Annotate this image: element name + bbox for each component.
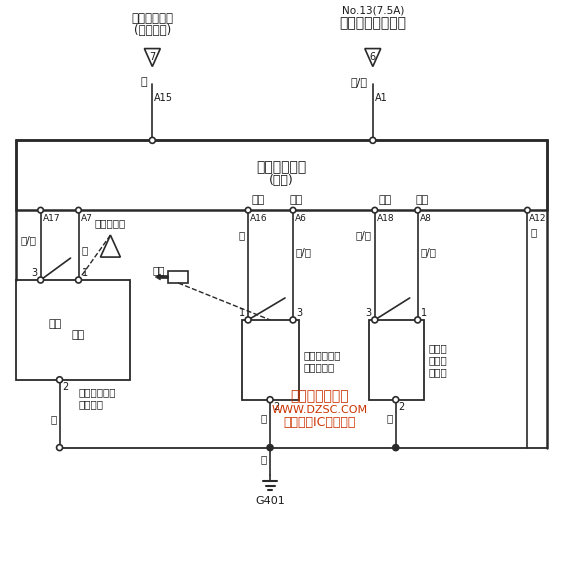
Text: 2: 2 [273, 402, 279, 412]
Bar [168, 271, 188, 283]
Text: 全球最大IC采购网站: 全球最大IC采购网站 [284, 416, 356, 429]
Text: 棕: 棕 [140, 77, 147, 87]
Text: 多路控制装置: 多路控制装置 [257, 160, 307, 174]
Text: 驾驶员: 驾驶员 [429, 343, 447, 353]
Text: 车门锁按钮: 车门锁按钮 [95, 218, 126, 228]
Text: 黑: 黑 [531, 227, 536, 237]
Text: 2: 2 [399, 402, 405, 412]
Text: 按钮开关: 按钮开关 [78, 399, 103, 409]
Text: A16: A16 [250, 214, 268, 223]
Text: 白/黄: 白/黄 [351, 77, 368, 87]
Text: A1: A1 [375, 94, 387, 103]
Text: 锁定: 锁定 [415, 195, 428, 205]
Circle shape [267, 445, 273, 450]
Bar [242, 320, 299, 400]
Circle shape [414, 317, 421, 323]
Circle shape [57, 445, 62, 450]
Text: A17: A17 [43, 214, 60, 223]
Text: 维库电子市场网: 维库电子市场网 [291, 389, 349, 403]
Circle shape [525, 207, 530, 213]
Text: 3: 3 [366, 308, 372, 318]
Text: A8: A8 [420, 214, 432, 223]
Text: 黑: 黑 [387, 413, 392, 423]
Text: 钥匙芯开关: 钥匙芯开关 [304, 362, 335, 372]
Text: 驾驶员侧车门: 驾驶员侧车门 [78, 387, 116, 396]
FancyArrow shape [155, 274, 168, 280]
Text: 钥匙: 钥匙 [152, 265, 165, 275]
Text: 3: 3 [296, 308, 302, 318]
Circle shape [245, 317, 251, 323]
Text: WWW.DZSC.COM: WWW.DZSC.COM [272, 404, 368, 415]
Circle shape [372, 317, 378, 323]
Circle shape [76, 207, 81, 213]
Text: 锁定: 锁定 [72, 330, 84, 340]
Circle shape [392, 445, 399, 450]
Text: A15: A15 [154, 94, 173, 103]
Text: 6: 6 [370, 52, 376, 61]
Bar [16, 140, 547, 210]
Text: 1: 1 [421, 308, 427, 318]
Text: 锁开关: 锁开关 [429, 367, 447, 377]
Circle shape [245, 207, 251, 213]
Text: 开锁: 开锁 [49, 319, 62, 329]
Text: 黑: 黑 [50, 415, 57, 425]
Text: A12: A12 [529, 214, 547, 223]
Text: 锁定: 锁定 [290, 195, 303, 205]
Text: 1: 1 [239, 308, 245, 318]
Text: 2: 2 [62, 382, 69, 392]
Text: 黑: 黑 [261, 413, 267, 423]
Text: G401: G401 [255, 496, 285, 507]
Circle shape [290, 207, 296, 213]
Text: 开锁: 开锁 [378, 195, 391, 205]
Circle shape [372, 207, 377, 213]
Text: 黑/白: 黑/白 [421, 247, 437, 257]
Circle shape [76, 277, 81, 283]
Text: 蓝/白: 蓝/白 [296, 247, 312, 257]
Bar [16, 280, 131, 380]
Text: 7: 7 [149, 52, 155, 61]
Circle shape [392, 396, 399, 403]
Text: A6: A6 [295, 214, 307, 223]
Text: A18: A18 [377, 214, 394, 223]
Circle shape [38, 207, 43, 213]
Text: 3: 3 [31, 268, 38, 278]
Text: 粉: 粉 [81, 245, 88, 255]
Text: (车门): (车门) [269, 174, 294, 187]
Circle shape [415, 207, 420, 213]
Bar [369, 320, 424, 400]
Text: 蓝: 蓝 [239, 230, 245, 240]
Circle shape [57, 377, 62, 383]
Text: 侧车门: 侧车门 [429, 355, 447, 365]
Circle shape [38, 277, 43, 283]
Circle shape [267, 396, 273, 403]
Text: (驾驶员侧): (驾驶员侧) [134, 24, 171, 37]
Circle shape [149, 137, 155, 143]
Text: 前排乘客侧保险丝: 前排乘客侧保险丝 [339, 16, 406, 31]
Text: 1: 1 [81, 268, 88, 278]
Text: 绿/红: 绿/红 [356, 230, 372, 240]
Text: 开锁: 开锁 [251, 195, 265, 205]
Text: 黑: 黑 [261, 454, 267, 465]
Text: 多路控制装置: 多路控制装置 [131, 12, 173, 25]
Text: 驾驶员侧车门: 驾驶员侧车门 [304, 350, 342, 360]
Text: A7: A7 [80, 214, 92, 223]
Circle shape [370, 137, 376, 143]
Text: No.13(7.5A): No.13(7.5A) [342, 6, 404, 16]
Circle shape [290, 317, 296, 323]
Text: 黑/红: 黑/红 [21, 235, 36, 245]
